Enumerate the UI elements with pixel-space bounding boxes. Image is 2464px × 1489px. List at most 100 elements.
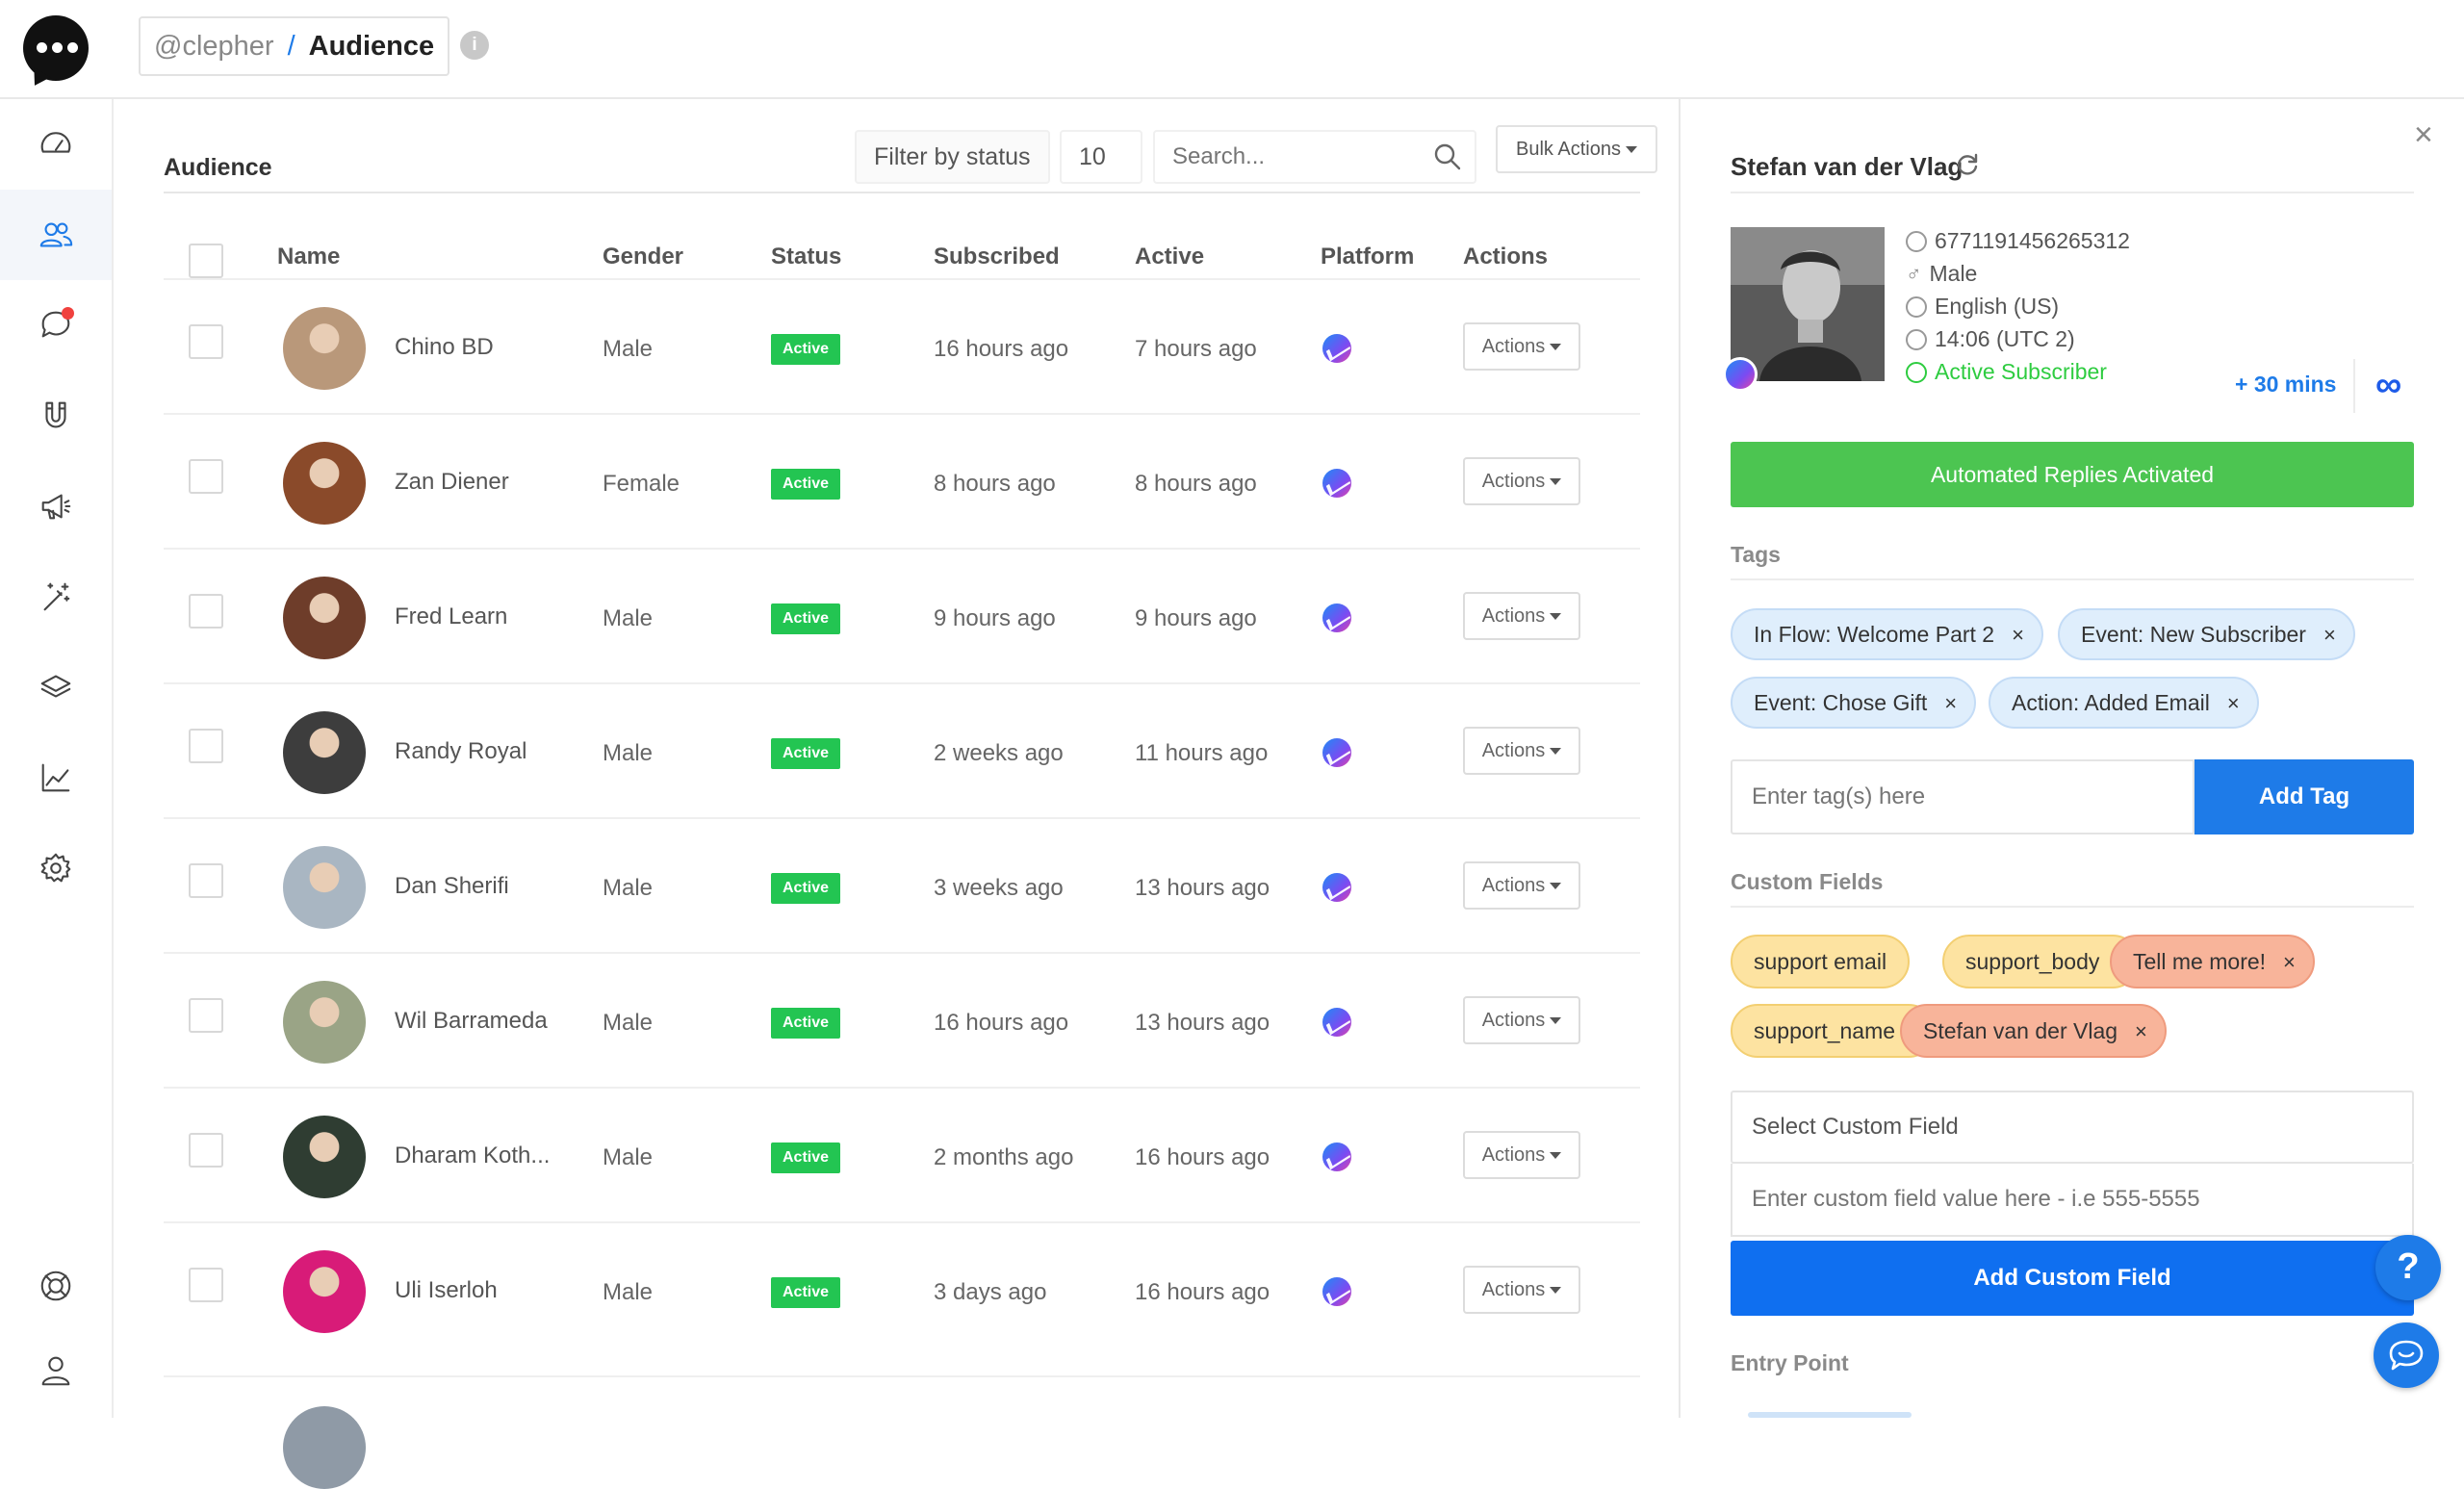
tag-chip: Event: Chose Gift ×	[1731, 677, 1977, 729]
sidebar-item-account[interactable]	[0, 1325, 112, 1416]
subscriber-name[interactable]: Fred Learn	[395, 603, 508, 629]
subscribed-time: 9 hours ago	[934, 605, 1056, 631]
column-header-active[interactable]: Active	[1135, 244, 1205, 270]
column-header-gender[interactable]: Gender	[603, 244, 684, 270]
add-30-mins-button[interactable]: + 30 mins	[2235, 372, 2337, 397]
row-checkbox[interactable]	[189, 459, 223, 494]
row-actions-button[interactable]: Actions	[1463, 322, 1580, 371]
infinity-icon[interactable]: ∞	[2375, 365, 2402, 405]
active-time: 9 hours ago	[1135, 605, 1257, 631]
live-chat-button[interactable]	[2374, 1322, 2439, 1388]
subscriber-name[interactable]: Wil Barrameda	[395, 1008, 548, 1034]
app-logo[interactable]	[23, 15, 89, 90]
language-icon	[1906, 295, 1927, 318]
row-checkbox[interactable]	[189, 324, 223, 359]
table-row[interactable]: Dharam Koth... Male Active 2 months ago 16 h…	[164, 1087, 1640, 1221]
row-checkbox[interactable]	[189, 1268, 223, 1302]
close-icon[interactable]: ×	[2414, 116, 2433, 153]
avatar	[283, 442, 366, 525]
caret-down-icon	[1550, 478, 1562, 486]
row-actions-button[interactable]: Actions	[1463, 592, 1580, 640]
row-checkbox[interactable]	[189, 1133, 223, 1168]
row-checkbox[interactable]	[189, 594, 223, 629]
sidebar-item-analytics[interactable]	[0, 732, 112, 823]
custom-field-key[interactable]: support_body	[1942, 935, 2141, 988]
custom-field-key[interactable]: support email	[1731, 935, 1911, 988]
sidebar-item-audience[interactable]	[0, 190, 112, 280]
select-all-checkbox[interactable]	[189, 244, 223, 278]
subscriber-name[interactable]: Zan Diener	[395, 469, 509, 495]
automated-replies-button[interactable]: Automated Replies Activated	[1731, 442, 2414, 507]
row-actions-button[interactable]: Actions	[1463, 1131, 1580, 1179]
column-header-status[interactable]: Status	[771, 244, 842, 270]
remove-tag-icon[interactable]: ×	[2323, 623, 2336, 647]
remove-field-icon[interactable]: ×	[2135, 1019, 2147, 1043]
column-header-name[interactable]: Name	[277, 244, 341, 270]
subscriber-name[interactable]: Randy Royal	[395, 738, 527, 764]
search-input[interactable]	[1153, 130, 1476, 184]
help-button[interactable]: ?	[2375, 1235, 2441, 1300]
row-actions-button[interactable]: Actions	[1463, 996, 1580, 1044]
select-custom-field[interactable]: Select Custom Field	[1731, 1091, 2414, 1164]
sidebar-item-settings[interactable]	[0, 823, 112, 913]
sidebar-item-growth-tools[interactable]	[0, 371, 112, 461]
row-actions-label: Actions	[1481, 605, 1546, 627]
filter-by-status-button[interactable]: Filter by status	[855, 130, 1050, 184]
info-icon[interactable]: i	[460, 31, 489, 60]
subscriber-name[interactable]: Chino BD	[395, 334, 494, 360]
caret-down-icon	[1550, 1152, 1562, 1160]
page-size-select[interactable]: 10	[1060, 130, 1142, 184]
row-actions-button[interactable]: Actions	[1463, 861, 1580, 910]
remove-tag-icon[interactable]: ×	[2012, 623, 2024, 647]
row-actions-button[interactable]: Actions	[1463, 457, 1580, 505]
sidebar-item-automation[interactable]	[0, 552, 112, 642]
add-custom-field-button[interactable]: Add Custom Field	[1731, 1241, 2414, 1316]
subscriber-name[interactable]: Dan Sherifi	[395, 873, 509, 899]
table-row[interactable]: Randy Royal Male Active 2 weeks ago 11 hours…	[164, 682, 1640, 817]
sidebar-item-help[interactable]	[0, 1241, 112, 1331]
dashboard-icon	[40, 132, 71, 153]
tag-label: Event: Chose Gift	[1754, 690, 1928, 715]
table-row[interactable]: Zan Diener Female Active 8 hours ago 8 hours…	[164, 413, 1640, 548]
sidebar-item-dashboard[interactable]	[0, 99, 112, 190]
table-row[interactable]: Fred Learn Male Active 9 hours ago 9 hours a…	[164, 548, 1640, 682]
row-actions-button[interactable]: Actions	[1463, 727, 1580, 775]
sidebar-item-broadcasts[interactable]	[0, 461, 112, 552]
bulk-actions-button[interactable]: Bulk Actions	[1496, 125, 1657, 173]
custom-field-value-input[interactable]	[1731, 1164, 2414, 1237]
table-row[interactable]: Dan Sherifi Male Active 3 weeks ago 13 hours…	[164, 817, 1640, 952]
sidebar-item-chat[interactable]	[0, 280, 112, 371]
search-icon[interactable]	[1432, 141, 1463, 172]
globe-icon	[1906, 230, 1927, 252]
remove-field-icon[interactable]: ×	[2283, 950, 2296, 974]
table-row[interactable]: Wil Barrameda Male Active 16 hours ago 13 ho…	[164, 952, 1640, 1087]
caret-down-icon	[1625, 146, 1637, 154]
custom-field-key[interactable]: support_name	[1731, 1004, 1937, 1058]
entry-point-chip[interactable]	[1748, 1412, 1912, 1418]
caret-down-icon	[1550, 1017, 1562, 1025]
top-bar: @clepher / Audience i	[0, 0, 2464, 99]
remove-tag-icon[interactable]: ×	[1944, 691, 1958, 715]
add-tag-button[interactable]: Add Tag	[2194, 759, 2414, 834]
tag-input[interactable]	[1731, 759, 2194, 834]
table-row[interactable]: Uli Iserloh Male Active 3 days ago 16 hours …	[164, 1221, 1640, 1356]
chat-bubble-icon	[2389, 1340, 2424, 1371]
table-row[interactable]: Chino BD Male Active 16 hours ago 7 hours ag…	[164, 278, 1640, 413]
row-actions-label: Actions	[1481, 1010, 1546, 1031]
row-checkbox[interactable]	[189, 729, 223, 763]
avatar	[283, 981, 366, 1064]
remove-tag-icon[interactable]: ×	[2226, 691, 2240, 715]
subscriber-name[interactable]: Dharam Koth...	[395, 1142, 551, 1168]
refresh-icon[interactable]	[1954, 151, 1981, 178]
column-header-subscribed[interactable]: Subscribed	[934, 244, 1060, 270]
row-checkbox[interactable]	[189, 998, 223, 1033]
breadcrumb-account[interactable]: @clepher	[154, 30, 274, 62]
subscriber-name[interactable]: Uli Iserloh	[395, 1277, 498, 1303]
avatar	[283, 577, 366, 659]
subscriber-gender: Male	[603, 740, 654, 766]
status-badge: Active	[771, 603, 841, 634]
row-actions-button[interactable]: Actions	[1463, 1266, 1580, 1314]
row-checkbox[interactable]	[189, 863, 223, 898]
messenger-icon	[1322, 1142, 1351, 1171]
sidebar-item-content[interactable]	[0, 642, 112, 732]
